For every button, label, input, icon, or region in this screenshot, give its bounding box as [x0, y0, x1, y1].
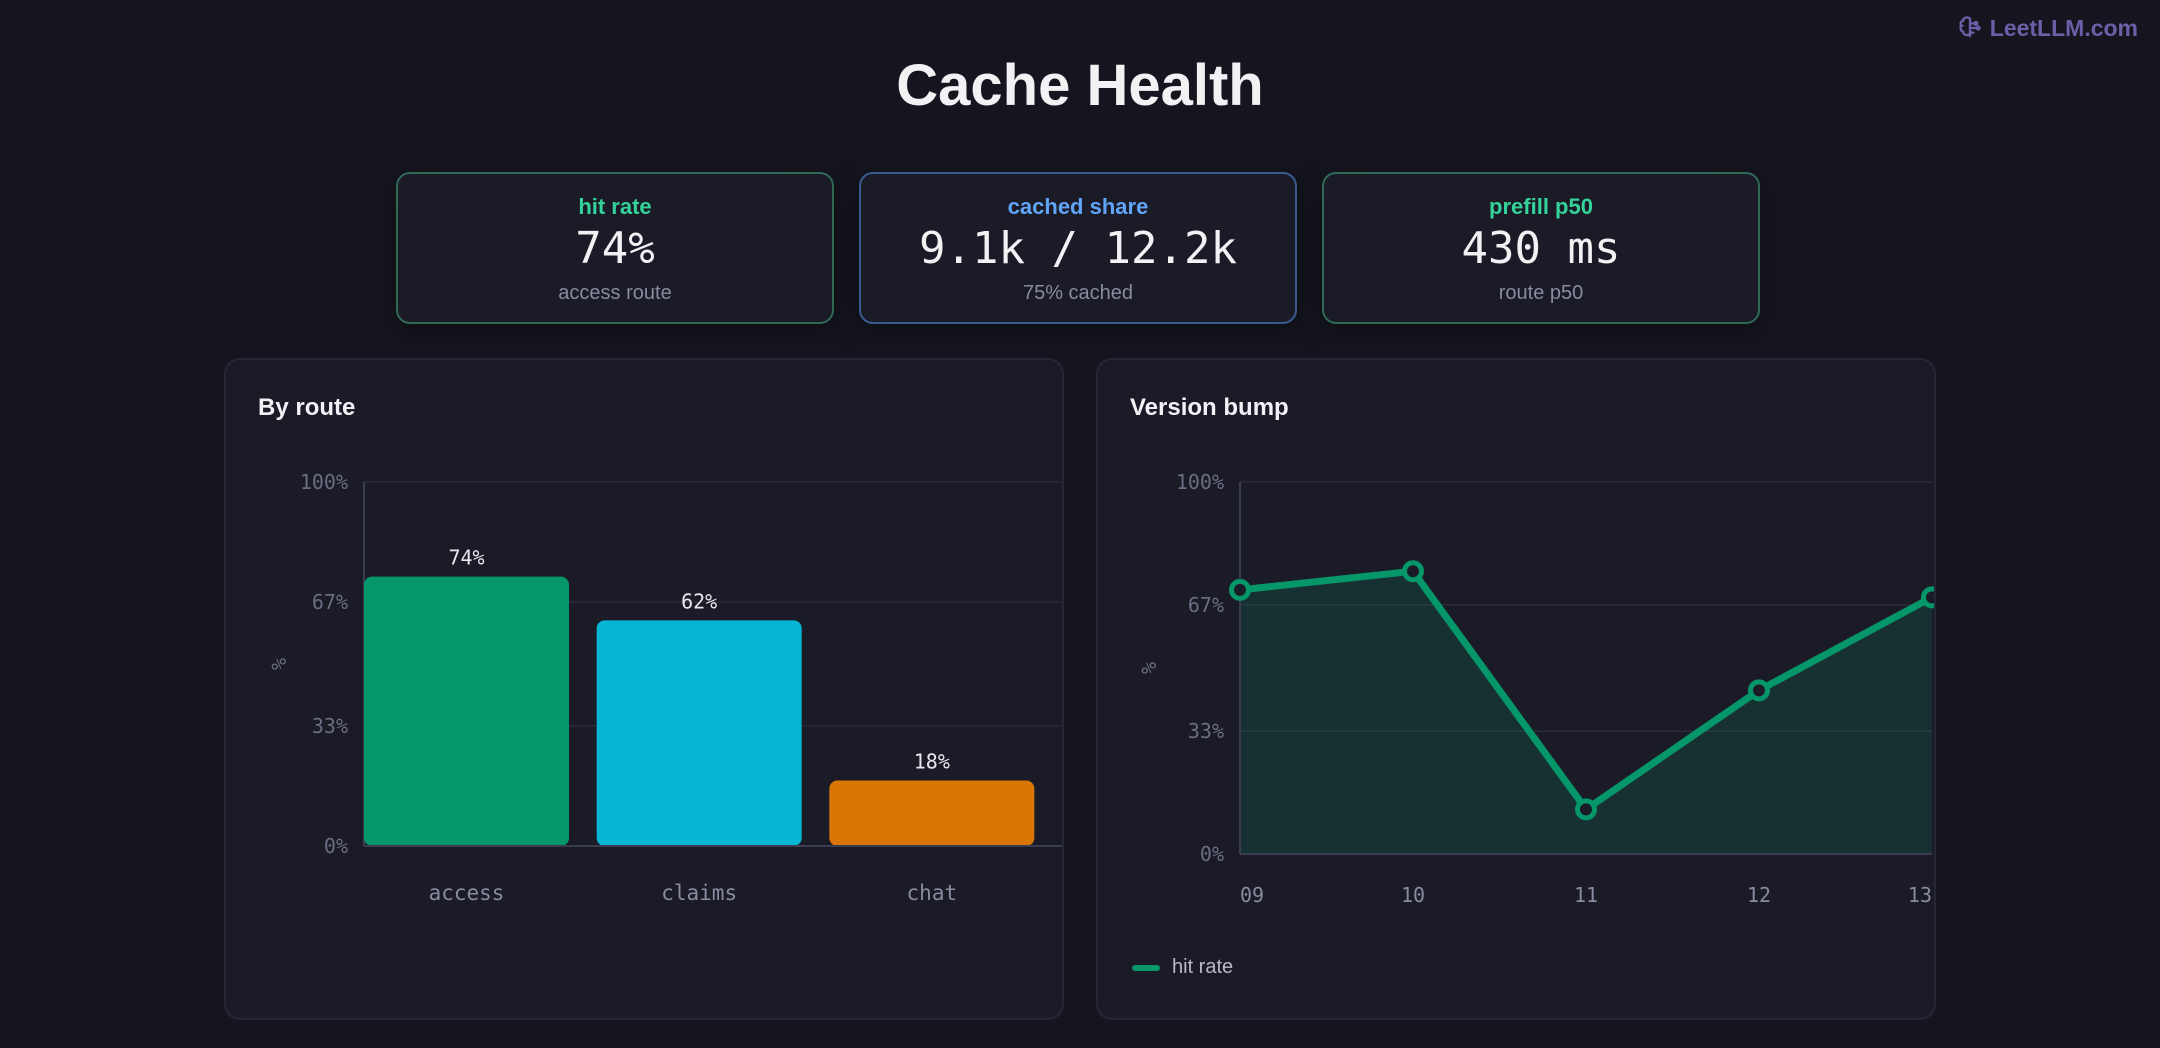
kpi-label: prefill p50: [1489, 194, 1593, 219]
y-tick-label: 33%: [312, 714, 348, 738]
brand-logo[interactable]: LeetLLM.com: [1956, 14, 2138, 42]
y-axis-label: %: [267, 658, 291, 670]
x-tick-label: 09: [1240, 883, 1264, 907]
kpi-card-hit-rate: hit rate 74% access route: [396, 172, 834, 324]
x-tick-label: chat: [907, 881, 958, 905]
brain-icon: [1959, 16, 1981, 38]
x-tick-label: 13: [1908, 883, 1932, 907]
data-label: 18%: [914, 749, 950, 773]
bar-chart: 0% 33% 67% 100%% 74% access 62% claims 18% chat: [267, 470, 1062, 905]
bar-claims: [596, 620, 802, 846]
x-tick-label: 10: [1401, 883, 1425, 907]
data-point-13: [1921, 586, 1934, 609]
data-point-09: [1229, 578, 1251, 601]
y-tick-label: 100%: [300, 470, 348, 494]
y-axis-label: %: [1137, 662, 1161, 674]
y-tick-label: 0%: [1200, 842, 1224, 866]
legend-swatch: [1132, 964, 1160, 971]
brand-name: LeetLLM.com: [1989, 14, 2138, 41]
line-chart-panel: Version bump 0% 33% 67% 100%% 09 10 11 12 13 hit…: [1096, 358, 1936, 1020]
chart-legend: hit rate: [1132, 956, 1233, 979]
kpi-label: cached share: [1007, 194, 1149, 219]
legend-label: hit rate: [1172, 956, 1234, 978]
panel-title: By route: [258, 394, 356, 421]
kpi-subtext: access route: [558, 282, 672, 305]
y-tick-label: 33%: [1188, 719, 1224, 743]
kpi-label: hit rate: [578, 194, 652, 219]
y-tick-label: 67%: [1188, 593, 1224, 617]
page-title: Cache Health: [896, 53, 1264, 118]
kpi-card-cached-share: cached share 9.1k / 12.2k 75% cached: [859, 172, 1297, 324]
x-tick-label: claims: [661, 881, 737, 905]
series-area: [1240, 571, 1932, 854]
x-tick-label: 11: [1574, 883, 1598, 907]
kpi-row: hit rate 74% access route cached share 9…: [396, 172, 1760, 324]
bar-chat: [829, 780, 1035, 846]
y-tick-label: 0%: [324, 834, 348, 858]
data-point-10: [1402, 560, 1424, 583]
y-tick-label: 67%: [312, 590, 348, 614]
data-point-11: [1575, 798, 1597, 821]
bar-access: [364, 576, 569, 846]
kpi-value: 74%: [575, 223, 655, 274]
kpi-subtext: route p50: [1498, 282, 1584, 305]
kpi-value: 9.1k / 12.2k: [919, 223, 1237, 274]
panel-title: Version bump: [1130, 394, 1289, 421]
line-chart: 0% 33% 67% 100%% 09 10 11 12 13: [1137, 470, 1934, 907]
kpi-card-prefill-p50: prefill p50 430 ms route p50: [1322, 172, 1760, 324]
bar-chart-panel: By route 0% 33% 67% 100%% 74% access 62% claims…: [224, 358, 1064, 1020]
y-tick-label: 100%: [1176, 470, 1224, 494]
data-point-12: [1748, 679, 1770, 702]
kpi-value: 430 ms: [1461, 223, 1621, 274]
data-label: 62%: [681, 589, 717, 613]
data-label: 74%: [448, 546, 484, 570]
x-tick-label: 12: [1747, 883, 1771, 907]
x-tick-label: access: [429, 881, 505, 905]
kpi-subtext: 75% cached: [1022, 282, 1134, 305]
